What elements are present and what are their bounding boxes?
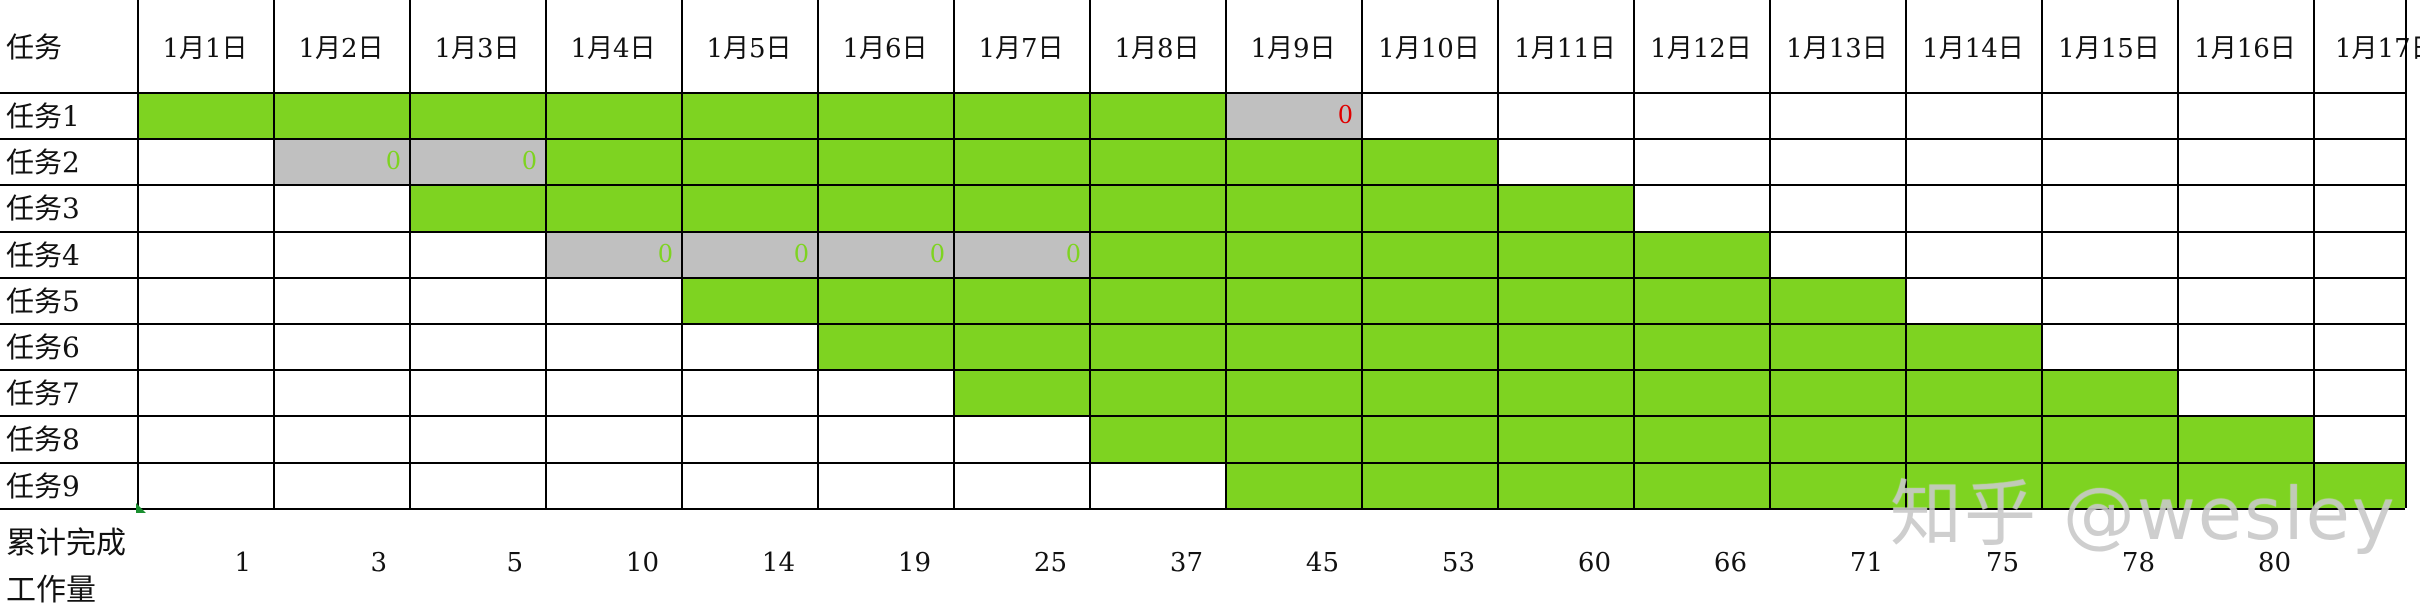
- grid-line-v: [817, 0, 819, 508]
- grid-line-h: [0, 323, 2405, 325]
- task-row-label: 任务3: [6, 192, 80, 226]
- task-row-label: 任务8: [6, 423, 80, 457]
- header-date: 1月2日: [298, 33, 384, 64]
- cumulative-value: 3: [370, 548, 387, 578]
- footer-label-line2: 工作量: [6, 573, 96, 608]
- progress-bar: [409, 184, 1633, 231]
- header-date: 1月4日: [570, 33, 656, 64]
- cumulative-value: 10: [625, 548, 659, 578]
- delay-zero-value: 0: [657, 239, 673, 268]
- footer-label-line1: 累计完成: [6, 526, 126, 561]
- grid-line-v: [1225, 0, 1227, 508]
- header-date: 1月11日: [1514, 33, 1616, 64]
- grid-line-v: [409, 0, 411, 508]
- grid-line-v: [1089, 0, 1091, 508]
- delay-zero-value: 0: [929, 239, 945, 268]
- grid-line-h: [0, 277, 2405, 279]
- grid-line-v: [273, 0, 275, 508]
- grid-line-h: [0, 462, 2405, 464]
- watermark: 知乎 @wesley: [1890, 472, 2397, 556]
- grid-line-h: [0, 138, 2405, 140]
- cumulative-value: 19: [897, 548, 931, 578]
- progress-bar: [1089, 230, 1769, 277]
- task-row-label: 任务7: [6, 377, 80, 411]
- header-date: 1月7日: [978, 33, 1064, 64]
- header-date: 1月12日: [1650, 33, 1752, 64]
- grid-line-h: [0, 231, 2405, 233]
- grid-line-v: [2313, 0, 2315, 508]
- task-row-label: 任务4: [6, 238, 80, 272]
- header-date: 1月15日: [2058, 33, 2160, 64]
- cumulative-value: 25: [1033, 548, 1067, 578]
- cumulative-value: 75: [1985, 548, 2019, 578]
- delay-zero-value: 0: [793, 239, 809, 268]
- cumulative-value: 60: [1577, 548, 1611, 578]
- header-date: 1月14日: [1922, 33, 2024, 64]
- grid-line-v: [1633, 0, 1635, 508]
- header-date: 1月6日: [842, 33, 928, 64]
- cumulative-value: 1: [234, 548, 251, 578]
- header-date: 1月5日: [706, 33, 792, 64]
- header-date: 1月8日: [1114, 33, 1200, 64]
- cumulative-value: 37: [1169, 548, 1203, 578]
- task-row-label: 任务6: [6, 331, 80, 365]
- grid-line-v: [1769, 0, 1771, 508]
- progress-bar: [545, 138, 1497, 185]
- grid-line-v: [137, 0, 139, 508]
- header-date: 1月16日: [2194, 33, 2296, 64]
- delay-bar: [1225, 92, 1361, 139]
- task-row-label: 任务5: [6, 284, 80, 318]
- task-row-label: 任务2: [6, 146, 80, 180]
- grid-line-h: [0, 369, 2405, 371]
- delay-zero-value: 0: [385, 147, 401, 176]
- header-date: 1月9日: [1250, 33, 1336, 64]
- progress-bar: [1089, 415, 2313, 462]
- grid-line-v: [681, 0, 683, 508]
- cumulative-value: 80: [2257, 548, 2291, 578]
- header-date: 1月10日: [1378, 33, 1480, 64]
- delay-zero-value: 0: [521, 147, 537, 176]
- grid-line-v: [545, 0, 547, 508]
- progress-bar: [817, 323, 2041, 370]
- progress-bar: [681, 276, 1905, 323]
- grid-line-v: [1361, 0, 1363, 508]
- header-task-column: 任务: [6, 31, 63, 64]
- cell-corner-marker: [136, 503, 146, 513]
- cumulative-value: 78: [2121, 548, 2155, 578]
- grid-line-v: [2177, 0, 2179, 508]
- grid-line-v: [2405, 0, 2407, 508]
- task-row-label: 任务9: [6, 469, 80, 503]
- header-date: 1月3日: [434, 33, 520, 64]
- cumulative-value: 66: [1713, 548, 1747, 578]
- cumulative-value: 45: [1305, 548, 1339, 578]
- grid-line-h: [0, 184, 2405, 186]
- grid-line-h: [0, 508, 2405, 510]
- grid-line-v: [2041, 0, 2043, 508]
- delay-zero-value: 0: [1065, 239, 1081, 268]
- cumulative-value: 53: [1441, 548, 1475, 578]
- grid-line-v: [953, 0, 955, 508]
- cumulative-value: 71: [1849, 548, 1883, 578]
- grid-line-h: [0, 92, 2405, 94]
- grid-line-h: [0, 415, 2405, 417]
- cumulative-value: 14: [761, 548, 795, 578]
- task-row-label: 任务1: [6, 100, 80, 134]
- header-date: 1月17日: [2335, 33, 2420, 64]
- header-date: 1月13日: [1786, 33, 1888, 64]
- grid-line-v: [1905, 0, 1907, 508]
- grid-line-v: [1497, 0, 1499, 508]
- header-date: 1月1日: [162, 33, 248, 64]
- progress-bar: [953, 369, 2177, 416]
- cumulative-value: 5: [506, 548, 523, 578]
- progress-bar: [1225, 461, 2405, 508]
- delay-zero-value: 0: [1337, 101, 1353, 129]
